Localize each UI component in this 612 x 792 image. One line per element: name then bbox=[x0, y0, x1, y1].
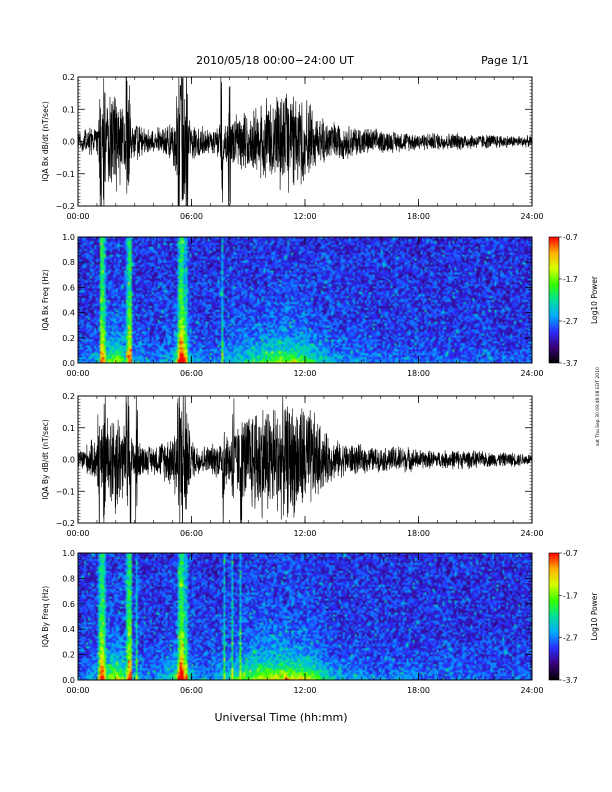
x-tick-label: 00:00 bbox=[66, 529, 89, 538]
x-tick-label: 06:00 bbox=[180, 529, 203, 538]
colorbar-tick-label: -0.7 bbox=[563, 233, 578, 242]
colorbar-label: Log10 Power bbox=[590, 275, 599, 324]
y-tick-label: −0.2 bbox=[56, 519, 75, 528]
data-trace bbox=[78, 396, 532, 523]
colorbar-tick-label: -2.7 bbox=[563, 317, 578, 326]
figure-title: 2010/05/18 00:00−24:00 UT bbox=[196, 54, 354, 67]
y-tick-label: 0.1 bbox=[62, 105, 75, 114]
x-tick-label: 00:00 bbox=[66, 369, 89, 378]
y-tick-label: 0.2 bbox=[62, 651, 75, 660]
data-trace bbox=[78, 77, 532, 206]
x-tick-label: 18:00 bbox=[407, 686, 430, 695]
colorbar-label: Log10 Power bbox=[590, 592, 599, 641]
x-tick-label: 24:00 bbox=[520, 686, 543, 695]
colorbar-tick-label: -3.7 bbox=[563, 359, 578, 368]
y-axis-label: IQA Bx dB/dt (nT/sec) bbox=[41, 101, 50, 182]
side-note: sat Thu Sep 30 09:48:08 EDT 2010 bbox=[595, 367, 601, 446]
x-tick-label: 06:00 bbox=[180, 212, 203, 221]
y-tick-label: −0.2 bbox=[56, 202, 75, 211]
plot-frame bbox=[77, 395, 533, 524]
panel-by-dbdt: 00:00 06:00 12:00 18:00 24:00 0.2 0.1 0.0 −0.1 −0… bbox=[41, 392, 544, 538]
x-tick-label: 00:00 bbox=[66, 212, 89, 221]
colorbar-tick-label: -2.7 bbox=[563, 634, 578, 643]
y-tick-label: 0.0 bbox=[62, 138, 75, 147]
y-axis-label: IQA By dB/dt (nT/sec) bbox=[41, 419, 50, 500]
y-tick-label: 0.0 bbox=[62, 359, 75, 368]
plot-frame bbox=[77, 76, 533, 207]
plot-frame bbox=[77, 552, 533, 681]
x-tick-label: 24:00 bbox=[520, 212, 543, 221]
x-tick-label: 18:00 bbox=[407, 369, 430, 378]
colorbar-by: -0.7 -1.7 -2.7 -3.7 Log10 Power bbox=[548, 549, 599, 685]
y-tick-label: −0.1 bbox=[56, 170, 75, 179]
y-tick-label: 0.0 bbox=[62, 676, 75, 685]
colorbar-tick-label: -1.7 bbox=[563, 275, 578, 284]
plot-frame bbox=[77, 236, 533, 364]
x-tick-label: 12:00 bbox=[293, 686, 316, 695]
colorbar-bx: -0.7 -1.7 -2.7 -3.7 Log10 Power bbox=[548, 233, 599, 368]
colorbar-scale bbox=[548, 236, 560, 364]
x-tick-label: 24:00 bbox=[520, 529, 543, 538]
colorbar-tick-label: -1.7 bbox=[563, 591, 578, 600]
y-tick-label: 0.2 bbox=[62, 73, 75, 82]
panel-bx-dbdt: 00:00 06:00 12:00 18:00 24:00 0.2 0.1 0.0 −0.1 −0… bbox=[41, 73, 544, 221]
x-tick-label: 18:00 bbox=[407, 212, 430, 221]
x-tick-label: 06:00 bbox=[180, 369, 203, 378]
x-tick-label: 06:00 bbox=[180, 686, 203, 695]
y-tick-label: 0.0 bbox=[62, 456, 75, 465]
x-tick-label: 12:00 bbox=[293, 529, 316, 538]
y-tick-label: 0.8 bbox=[62, 258, 75, 267]
x-tick-label: 24:00 bbox=[520, 369, 543, 378]
x-axis-label: Universal Time (hh:mm) bbox=[215, 711, 348, 724]
colorbar-tick-label: -3.7 bbox=[563, 676, 578, 685]
y-tick-label: 0.2 bbox=[62, 392, 75, 401]
panel-by-spectrogram: 00:00 06:00 12:00 18:00 24:00 1.0 0.8 0.6 0.4 0.2… bbox=[41, 549, 544, 695]
colorbar-scale bbox=[548, 552, 560, 681]
y-tick-label: 0.6 bbox=[62, 600, 75, 609]
y-tick-label: 0.1 bbox=[62, 424, 75, 433]
spectrogram-image bbox=[78, 237, 532, 363]
spectrogram-image bbox=[78, 553, 532, 680]
y-axis-label: IQA Bx Freq (Hz) bbox=[41, 269, 50, 331]
y-tick-label: 0.6 bbox=[62, 283, 75, 292]
y-tick-label: 0.4 bbox=[62, 625, 75, 634]
y-axis-label: IQA By Freq (Hz) bbox=[41, 586, 50, 648]
colorbar-tick-label: -0.7 bbox=[563, 549, 578, 558]
x-tick-label: 00:00 bbox=[66, 686, 89, 695]
panel-bx-spectrogram: 00:00 06:00 12:00 18:00 24:00 1.0 0.8 0.6 0.4 0.2… bbox=[41, 233, 544, 378]
x-tick-label: 12:00 bbox=[293, 369, 316, 378]
page-number: Page 1/1 bbox=[481, 54, 529, 67]
y-tick-label: 0.8 bbox=[62, 574, 75, 583]
y-tick-label: 0.4 bbox=[62, 309, 75, 318]
y-tick-label: 1.0 bbox=[62, 233, 75, 242]
y-tick-label: 1.0 bbox=[62, 549, 75, 558]
y-tick-label: 0.2 bbox=[62, 334, 75, 343]
x-tick-label: 18:00 bbox=[407, 529, 430, 538]
x-tick-label: 12:00 bbox=[293, 212, 316, 221]
y-tick-label: −0.1 bbox=[56, 487, 75, 496]
